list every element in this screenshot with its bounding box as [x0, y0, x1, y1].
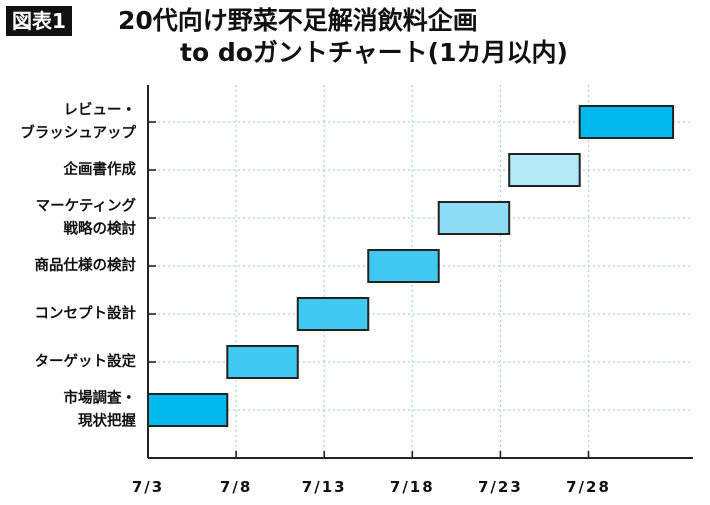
task-label-0-0: レビュー・ [64, 102, 137, 119]
task-bar-4 [296, 297, 370, 331]
task-bar-5 [226, 345, 299, 379]
task-bar-6 [147, 393, 229, 427]
tick-layer: 7/3 7/8 7/13 7/18 7/23 7/28 [132, 478, 611, 496]
task-label-2-0: マーケティング [36, 197, 137, 215]
task-bar-3 [367, 249, 440, 283]
x-tick-label-5: 7/28 [566, 478, 611, 496]
x-tick-label-1: 7/8 [220, 478, 252, 496]
task-label-2-1: 戦略の検討 [64, 220, 137, 238]
x-tick-label-3: 7/18 [390, 478, 435, 496]
bar-layer [147, 105, 675, 427]
task-label-4-0: コンセプト設計 [35, 304, 137, 322]
x-tick-label-2: 7/13 [302, 478, 347, 496]
task-label-0-1: ブラッシュアップ [20, 124, 136, 142]
figure-label: 図表1 [6, 6, 72, 36]
task-label-5-0: ターゲット設定 [35, 352, 137, 370]
x-tick-label-0: 7/3 [132, 478, 164, 496]
task-bar-1 [508, 153, 581, 187]
task-label-6-0: 市場調査・ [64, 389, 137, 407]
task-label-3-0: 商品仕様の検討 [35, 256, 137, 274]
chart-title-line2: to doガントチャート(1カ月以内) [180, 38, 568, 67]
task-label-6-1: 現状把握 [78, 412, 136, 430]
task-bar-2 [437, 201, 511, 235]
task-bar-0 [578, 105, 675, 139]
chart-title-line1: 20代向け野菜不足解消飲料企画 [118, 6, 478, 35]
task-label-1-0: 企画書作成 [63, 160, 137, 178]
x-tick-label-4: 7/23 [478, 478, 523, 496]
label-layer: レビュー・ブラッシュアップ企画書作成マーケティング戦略の検討商品仕様の検討コンセ… [20, 102, 136, 430]
